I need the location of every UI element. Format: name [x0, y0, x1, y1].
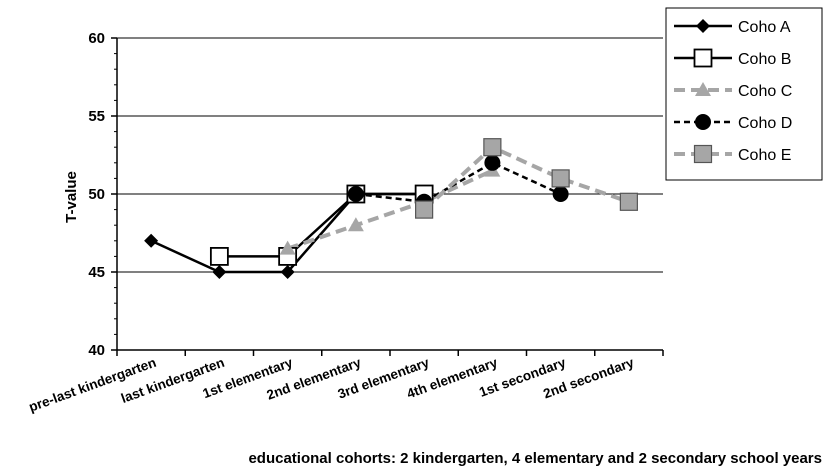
data-point: [415, 200, 434, 219]
legend-marker: [695, 114, 711, 130]
legend-label: Coho A: [738, 19, 791, 36]
legend-label: Coho E: [738, 147, 791, 164]
data-point: [484, 154, 501, 171]
axes: [116, 38, 663, 351]
y-tick-labels: 40 45 50 55 60: [88, 30, 105, 359]
data-point: [347, 186, 364, 202]
legend-marker: [693, 144, 713, 164]
series-line-coho-c: [286, 168, 494, 251]
data-point: [483, 138, 502, 157]
legend-marker: [695, 82, 711, 96]
data-point: [280, 265, 295, 279]
data-point: [551, 169, 570, 188]
y-tick-label: 55: [88, 108, 105, 125]
legend: Coho A Coho B Coho C Coho D Coho E: [665, 7, 823, 181]
data-point: [619, 192, 638, 211]
legend-label: Coho D: [738, 115, 792, 132]
y-tick-label: 60: [88, 30, 105, 47]
legend-marker: [693, 48, 713, 68]
series-markers: [144, 138, 638, 279]
legend-label: Coho B: [738, 51, 791, 68]
data-point: [144, 233, 159, 248]
legend-box: [665, 7, 823, 181]
series-line-coho-d: [355, 161, 562, 204]
legend-label: Coho C: [738, 83, 792, 100]
data-point: [279, 240, 296, 255]
y-axis-title: T-value: [63, 171, 80, 223]
series-line-coho-e: [422, 145, 630, 212]
data-point: [209, 246, 229, 266]
data-point: [212, 265, 227, 279]
y-tick-label: 40: [88, 342, 105, 359]
data-point: [552, 186, 569, 202]
x-axis-title: educational cohorts: 2 kindergarten, 4 e…: [248, 450, 822, 467]
y-tick-label: 50: [88, 186, 105, 203]
series-line-coho-b: [219, 192, 425, 258]
data-point: [347, 217, 364, 232]
y-tick-label: 45: [88, 264, 105, 281]
legend-marker: [696, 19, 710, 33]
